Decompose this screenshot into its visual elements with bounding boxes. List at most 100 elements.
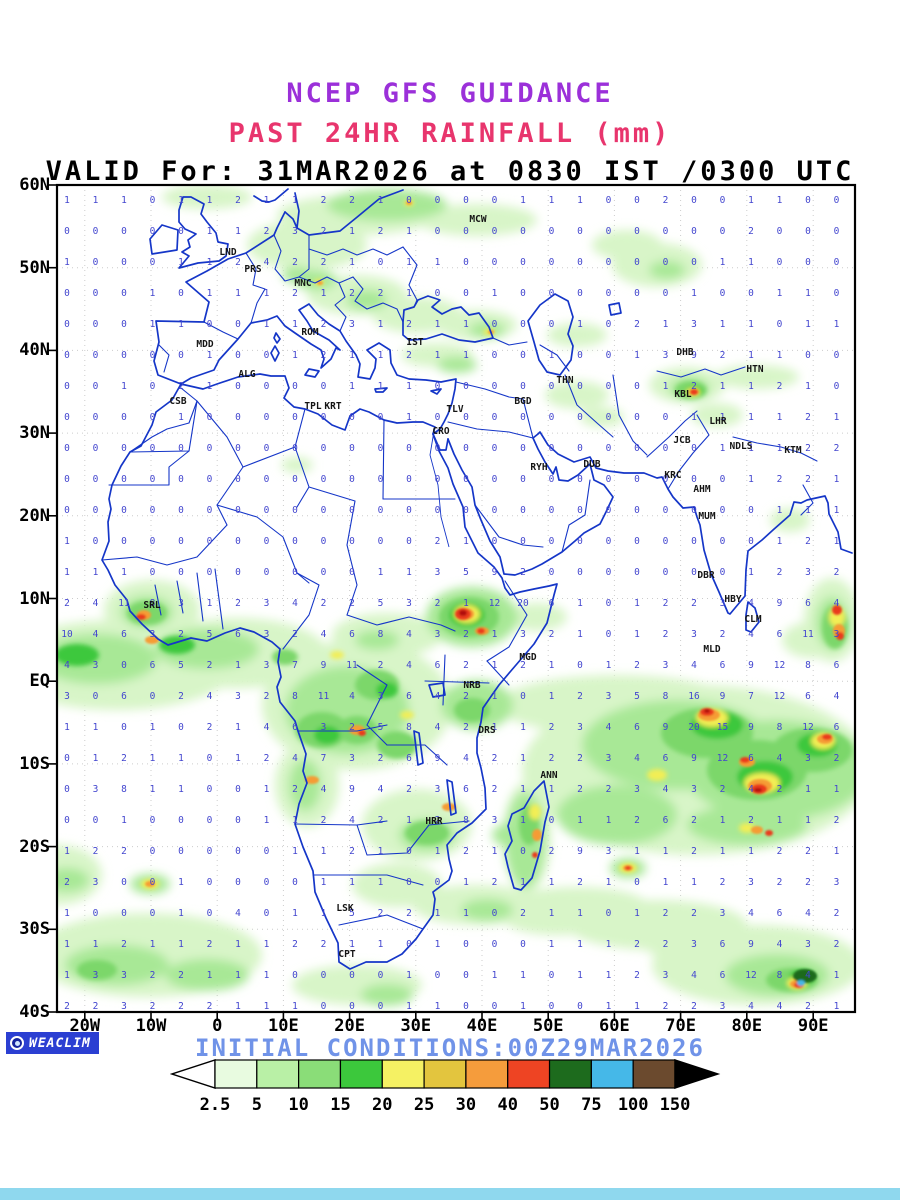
rain-blob-r bbox=[690, 389, 698, 395]
grid-number: 0 bbox=[64, 350, 70, 361]
grid-number: 1 bbox=[235, 288, 241, 299]
grid-number: 1 bbox=[64, 970, 70, 981]
grid-number: 0 bbox=[492, 195, 498, 206]
grid-number: 1 bbox=[834, 536, 840, 547]
grid-number: 3 bbox=[321, 722, 327, 733]
grid-number: 0 bbox=[577, 226, 583, 237]
rain-blob-g2 bbox=[355, 630, 399, 650]
grid-number: 2 bbox=[663, 1001, 669, 1012]
grid-number: 0 bbox=[150, 257, 156, 268]
grid-number: 2 bbox=[292, 629, 298, 640]
rain-blob-y bbox=[529, 804, 541, 820]
grid-number: 0 bbox=[663, 505, 669, 516]
grid-number: 3 bbox=[634, 784, 640, 795]
grid-number: 1 bbox=[777, 288, 783, 299]
grid-number: 2 bbox=[834, 443, 840, 454]
grid-number: 0 bbox=[178, 288, 184, 299]
grid-number: 1 bbox=[264, 815, 270, 826]
grid-number: 2 bbox=[577, 753, 583, 764]
grid-number: 12 bbox=[802, 722, 813, 733]
rain-blob-y bbox=[739, 823, 755, 833]
grid-number: 0 bbox=[64, 412, 70, 423]
grid-number: 1 bbox=[748, 474, 754, 485]
rain-blob-o bbox=[317, 281, 323, 285]
city-label-hrr: HRR bbox=[425, 816, 442, 827]
grid-number: 6 bbox=[406, 691, 412, 702]
grid-number: 4 bbox=[691, 970, 697, 981]
grid-number: 1 bbox=[606, 815, 612, 826]
grid-number: 3 bbox=[834, 877, 840, 888]
grid-number: 2 bbox=[178, 629, 184, 640]
grid-number: 0 bbox=[349, 505, 355, 516]
grid-number: 0 bbox=[577, 288, 583, 299]
city-label-lnd: LND bbox=[219, 247, 236, 258]
grid-number: 0 bbox=[207, 567, 213, 578]
grid-number: 0 bbox=[549, 474, 555, 485]
legend-tick-label: 15 bbox=[330, 1095, 350, 1115]
grid-number: 11 bbox=[346, 660, 358, 671]
grid-number: 0 bbox=[520, 319, 526, 330]
grid-number: 0 bbox=[178, 567, 184, 578]
grid-number: 1 bbox=[834, 319, 840, 330]
grid-number: 2 bbox=[663, 908, 669, 919]
grid-number: 1 bbox=[549, 195, 555, 206]
grid-number: 0 bbox=[634, 443, 640, 454]
grid-number: 4 bbox=[264, 257, 270, 268]
grid-number: 2 bbox=[64, 598, 70, 609]
grid-number: 4 bbox=[406, 660, 412, 671]
grid-number: 0 bbox=[606, 288, 612, 299]
grid-number: 1 bbox=[577, 598, 583, 609]
grid-number: 0 bbox=[349, 970, 355, 981]
grid-number: 8 bbox=[663, 691, 669, 702]
grid-number: 1 bbox=[748, 443, 754, 454]
grid-number: 0 bbox=[577, 381, 583, 392]
grid-number: 2 bbox=[406, 784, 412, 795]
grid-number: 0 bbox=[150, 195, 156, 206]
lat-tick-label: 50N bbox=[19, 257, 50, 278]
grid-number: 1 bbox=[663, 319, 669, 330]
grid-number: 1 bbox=[349, 877, 355, 888]
grid-number: 0 bbox=[264, 567, 270, 578]
grid-number: 0 bbox=[577, 1001, 583, 1012]
grid-number: 0 bbox=[492, 381, 498, 392]
grid-number: 0 bbox=[634, 381, 640, 392]
grid-number: 0 bbox=[121, 660, 127, 671]
grid-number: 1 bbox=[207, 257, 213, 268]
grid-number: 3 bbox=[93, 660, 99, 671]
grid-number: 0 bbox=[549, 505, 555, 516]
grid-number: 5 bbox=[378, 598, 384, 609]
grid-number: 2 bbox=[349, 288, 355, 299]
grid-number: 2 bbox=[292, 784, 298, 795]
grid-number: 2 bbox=[207, 1001, 213, 1012]
grid-number: 6 bbox=[121, 629, 127, 640]
grid-number: 0 bbox=[577, 350, 583, 361]
grid-number: 1 bbox=[463, 877, 469, 888]
grid-number: 1 bbox=[150, 722, 156, 733]
grid-number: 2 bbox=[520, 660, 526, 671]
grid-number: 1 bbox=[235, 226, 241, 237]
grid-number: 2 bbox=[777, 474, 783, 485]
grid-number: 1 bbox=[691, 877, 697, 888]
grid-number: 0 bbox=[207, 319, 213, 330]
grid-number: 0 bbox=[150, 691, 156, 702]
grid-number: 0 bbox=[235, 846, 241, 857]
grid-number: 0 bbox=[634, 536, 640, 547]
rain-blob-r bbox=[477, 628, 485, 634]
grid-number: 1 bbox=[492, 970, 498, 981]
grid-number: 0 bbox=[150, 815, 156, 826]
grid-number: 2 bbox=[321, 226, 327, 237]
grid-number: 2 bbox=[691, 1001, 697, 1012]
grid-number: 2 bbox=[492, 784, 498, 795]
grid-number: 0 bbox=[720, 474, 726, 485]
rain-blob-o bbox=[532, 829, 542, 841]
weaclim-logo: WEACLIM bbox=[6, 1032, 99, 1054]
grid-number: 1 bbox=[748, 412, 754, 423]
grid-number: 0 bbox=[492, 505, 498, 516]
grid-number: 0 bbox=[577, 257, 583, 268]
grid-number: 11 bbox=[118, 598, 130, 609]
grid-number: 1 bbox=[292, 846, 298, 857]
legend-segment bbox=[423, 1059, 467, 1089]
grid-number: 9 bbox=[748, 939, 754, 950]
grid-number: 0 bbox=[321, 536, 327, 547]
grid-number: 0 bbox=[520, 350, 526, 361]
